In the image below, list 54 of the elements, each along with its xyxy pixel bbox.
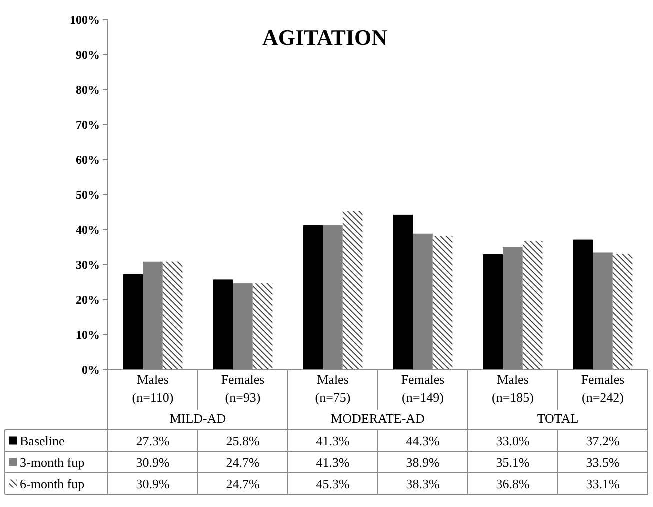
text: MODERATE-AD [331, 411, 425, 426]
y-tick-label: 30% [76, 258, 100, 272]
y-tick-label: 70% [76, 118, 100, 132]
y-tick-label: 0% [82, 363, 100, 378]
bar [303, 225, 324, 370]
data-label: 25.8% [226, 433, 260, 448]
data-label: 24.7% [226, 476, 260, 492]
data-label: 24.7% [226, 454, 260, 470]
bar [342, 211, 363, 370]
data-label: 33.1% [586, 476, 620, 492]
bar [162, 262, 183, 370]
data-label: 33.0% [496, 433, 530, 448]
data-label: 41.3% [316, 454, 350, 470]
text: MILD-AD [170, 411, 226, 426]
legend-label: 6-month fup [20, 476, 85, 492]
x-tick-label: Females (n=242) [581, 372, 625, 405]
y-tick-label: 100% [70, 13, 100, 28]
data-label: 44.3% [406, 433, 440, 448]
bar [612, 254, 633, 370]
y-tick-label: 80% [76, 83, 100, 98]
data-label: 41.3% [316, 433, 350, 448]
y-tick-label: 10% [76, 328, 100, 342]
data-label: 45.3% [316, 476, 350, 492]
x-tick-label: Females (n=149) [401, 372, 445, 405]
data-label: 27.3% [136, 433, 170, 448]
data-label: 38.3% [406, 476, 440, 492]
legend-label: 3-month fup [20, 454, 85, 470]
bar [252, 284, 273, 370]
data-label: 33.5% [586, 454, 620, 470]
x-tick-label: Females (n=93) [221, 372, 265, 405]
y-tick-label: 20% [76, 293, 100, 308]
x-tick-label: Males (n=75) [315, 372, 351, 405]
data-label: 30.9% [136, 476, 170, 492]
y-tick-label: 40% [76, 223, 100, 238]
legend-label: Baseline [20, 433, 65, 448]
data-label: 30.9% [136, 454, 170, 470]
y-tick-label: 50% [76, 188, 100, 202]
bar [213, 280, 234, 370]
bar [573, 240, 594, 370]
y-tick-label: 60% [76, 153, 100, 168]
bar [483, 254, 504, 370]
bar [123, 274, 144, 370]
text: TOTAL [537, 411, 579, 426]
bar [522, 241, 543, 370]
x-tick-label: Males (n=110) [132, 372, 174, 405]
data-label: 37.2% [586, 433, 620, 448]
x-tick-label: Males (n=185) [492, 372, 534, 405]
y-tick-label: 90% [76, 48, 100, 62]
bar [393, 214, 414, 370]
chart-title: AGITATION [262, 25, 388, 50]
data-label: 38.9% [406, 454, 440, 470]
bar [432, 236, 453, 370]
data-label: 35.1% [496, 454, 530, 470]
data-label: 36.8% [496, 476, 530, 492]
